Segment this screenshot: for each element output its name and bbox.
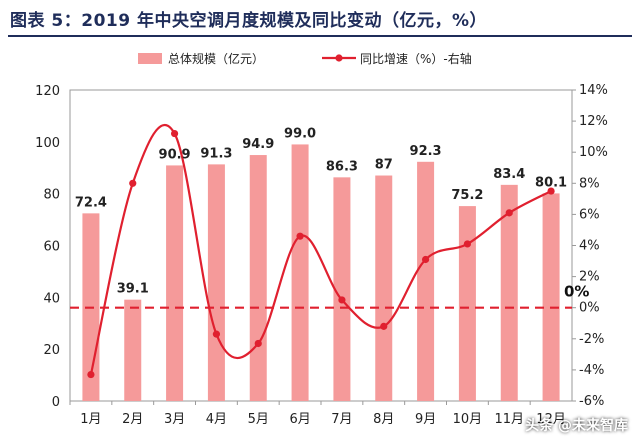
x-tick-label: 8月	[373, 412, 394, 427]
y-left-tick-label: 60	[43, 240, 60, 255]
zero-reference-label: 0%	[564, 283, 589, 301]
bar-value-label: 75.2	[451, 188, 483, 203]
bar	[291, 144, 309, 402]
y-right-tick-label: 14%	[579, 83, 608, 98]
legend-line-label: 同比增速（%）-右轴	[360, 51, 472, 66]
y-right-tick-label: 4%	[579, 239, 600, 254]
x-tick-label: 3月	[164, 412, 185, 427]
line-point	[296, 232, 304, 240]
bar-value-label: 92.3	[410, 144, 442, 159]
line-point	[547, 187, 555, 195]
plot-frame	[69, 89, 573, 402]
bar	[124, 299, 142, 401]
bar-value-label: 39.1	[117, 282, 149, 297]
x-tick-label: 6月	[289, 412, 310, 427]
x-tick-label: 2月	[122, 412, 143, 427]
y-right-tick-label: 0%	[579, 301, 600, 316]
bar-value-label: 99.0	[284, 126, 316, 141]
line-point	[463, 240, 472, 248]
growth-line	[89, 124, 552, 375]
y-right-tick-label: 12%	[579, 114, 608, 129]
line-point	[170, 129, 179, 138]
line-point	[212, 330, 221, 338]
bar-value-label: 90.9	[159, 147, 191, 162]
y-right-tick-label: 6%	[579, 207, 600, 222]
bar	[207, 164, 225, 401]
bar-value-label: 94.9	[242, 137, 274, 152]
bar	[249, 155, 267, 401]
x-tick-label: 5月	[248, 412, 269, 427]
bar-value-label: 91.3	[200, 146, 232, 161]
x-tick-label: 7月	[331, 412, 352, 427]
title-underline	[8, 35, 632, 37]
legend-bar-swatch	[138, 53, 162, 64]
y-left-tick-label: 20	[43, 343, 60, 358]
x-tick-label: 4月	[206, 412, 227, 427]
bar-value-label: 83.4	[493, 167, 525, 182]
line-point	[87, 370, 95, 379]
data-labels-layer: 72.4 39.1 90.9 91.3 94.9 99.0 86.3 87 92.3 75.2 83…	[75, 126, 567, 296]
y-right-tick-label: 10%	[579, 145, 608, 160]
x-tick-label: 11月	[494, 412, 524, 427]
bar-value-label: 87	[375, 158, 393, 173]
x-tick-label: 12月	[536, 412, 566, 427]
line-point	[421, 255, 430, 264]
chart-title: 图表 5：2019 年中央空调月度规模及同比变动（亿元，%）	[10, 11, 488, 31]
y-left-tick-label: 0	[52, 395, 60, 410]
bar	[458, 206, 476, 401]
y-right-tick-label: -6%	[579, 394, 604, 409]
bar	[333, 177, 351, 401]
bar-value-label: 80.1	[535, 175, 567, 190]
y-left-tick-label: 40	[43, 291, 60, 306]
legend-bar-label: 总体规模（亿元）	[168, 51, 264, 66]
line-layer	[87, 124, 555, 379]
bar-value-label: 72.4	[75, 195, 107, 210]
reference-line-layer: 0%	[70, 283, 589, 309]
line-point	[505, 209, 513, 217]
y-left-tick-label: 120	[35, 84, 60, 99]
y-right-tick-label: -4%	[579, 363, 604, 378]
y-left-tick-label: 80	[43, 188, 60, 203]
bar	[375, 175, 393, 401]
line-point	[338, 296, 346, 304]
bar	[166, 165, 184, 401]
bars-layer	[82, 144, 560, 402]
legend-line-marker	[335, 54, 343, 62]
watermark: 头条 @未来智库	[525, 418, 628, 434]
x-tick-label: 9月	[415, 412, 436, 427]
legend: 总体规模（亿元） 同比增速（%）-右轴	[138, 51, 472, 66]
x-tick-label: 1月	[80, 412, 101, 427]
line-point	[254, 339, 262, 348]
y-right-tick-label: 8%	[579, 176, 600, 191]
line-point	[129, 179, 137, 187]
bar	[500, 184, 518, 401]
line-point	[380, 322, 388, 330]
y-right-tick-label: -2%	[579, 332, 604, 347]
bar-value-label: 86.3	[326, 159, 358, 174]
axes-layer: 020406080100120-6%-4%-2%0%2%4%6%8%10%12%…	[35, 83, 608, 427]
y-left-tick-label: 100	[35, 136, 60, 151]
bar	[542, 193, 560, 401]
x-tick-label: 10月	[453, 412, 483, 427]
bar	[417, 161, 435, 401]
y-right-tick-label: 2%	[579, 270, 600, 285]
